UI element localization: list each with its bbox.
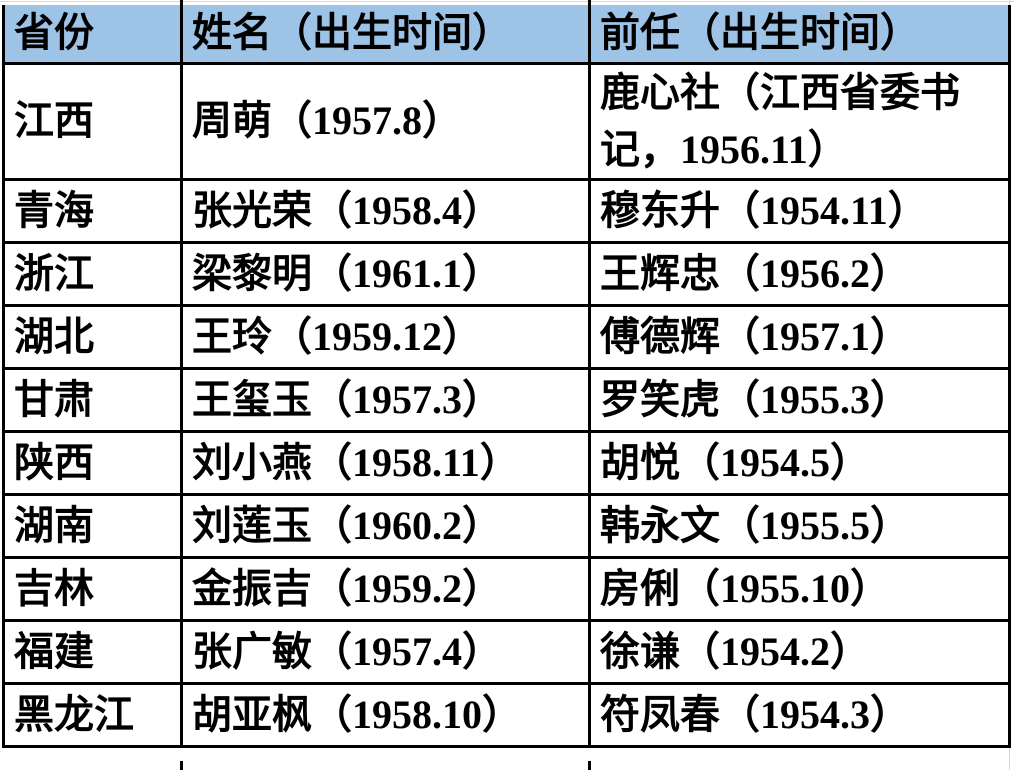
table-row: 青海 张光荣（1958.4） 穆东升（1954.11） bbox=[2, 178, 1011, 245]
province-cell: 湖南 bbox=[2, 493, 183, 560]
incumbent-cell: 王玺玉（1957.3） bbox=[180, 367, 591, 434]
table-row: 福建 张广敏（1957.4） 徐谦（1954.2） bbox=[2, 619, 1011, 686]
table-row: 江西 周萌（1957.8） 鹿心社（江西省委书记，1956.11） bbox=[2, 61, 1011, 182]
table-row: 甘肃 王玺玉（1957.3） 罗笑虎（1955.3） bbox=[2, 367, 1011, 434]
province-cell: 湖北 bbox=[2, 304, 183, 371]
predecessor-cell: 鹿心社（江西省委书记，1956.11） bbox=[588, 61, 1011, 182]
incumbent-cell: 胡亚枫（1958.10） bbox=[180, 682, 591, 749]
province-cell: 青海 bbox=[2, 178, 183, 245]
incumbent-cell: 刘小燕（1958.11） bbox=[180, 430, 591, 497]
incumbent-cell: 梁黎明（1961.1） bbox=[180, 241, 591, 308]
predecessor-cell: 胡悦（1954.5） bbox=[588, 430, 1011, 497]
province-cell: 福建 bbox=[2, 619, 183, 686]
predecessor-cell: 徐谦（1954.2） bbox=[588, 619, 1011, 686]
incumbent-cell: 刘莲玉（1960.2） bbox=[180, 493, 591, 560]
header-predecessor: 前任（出生时间） bbox=[588, 5, 1011, 65]
province-cell: 黑龙江 bbox=[2, 682, 183, 749]
predecessor-cell: 王辉忠（1956.2） bbox=[588, 241, 1011, 308]
province-cell: 江西 bbox=[2, 61, 183, 182]
right-gridline bbox=[1009, 0, 1010, 770]
province-cell: 浙江 bbox=[2, 241, 183, 308]
table-row: 吉林 金振吉（1959.2） 房俐（1955.10） bbox=[2, 556, 1011, 623]
predecessor-cell: 符凤春（1954.3） bbox=[588, 682, 1011, 749]
top-gridline bbox=[0, 1, 1014, 2]
incumbent-cell: 王玲（1959.12） bbox=[180, 304, 591, 371]
column-border-stub bbox=[588, 761, 591, 770]
provincial-officials-table: 省份 姓名（出生时间） 前任（出生时间） 江西 周萌（1957.8） 鹿心社（江西省… bbox=[2, 5, 1011, 749]
column-border-stub bbox=[180, 761, 183, 770]
header-row: 省份 姓名（出生时间） 前任（出生时间） bbox=[2, 5, 1011, 65]
province-cell: 吉林 bbox=[2, 556, 183, 623]
province-cell: 陕西 bbox=[2, 430, 183, 497]
province-cell: 甘肃 bbox=[2, 367, 183, 434]
table-row: 浙江 梁黎明（1961.1） 王辉忠（1956.2） bbox=[2, 241, 1011, 308]
predecessor-cell: 房俐（1955.10） bbox=[588, 556, 1011, 623]
table-row: 湖南 刘莲玉（1960.2） 韩永文（1955.5） bbox=[2, 493, 1011, 560]
incumbent-cell: 张广敏（1957.4） bbox=[180, 619, 591, 686]
incumbent-cell: 金振吉（1959.2） bbox=[180, 556, 591, 623]
predecessor-cell: 傅德辉（1957.1） bbox=[588, 304, 1011, 371]
header-incumbent: 姓名（出生时间） bbox=[180, 5, 591, 65]
table-row: 陕西 刘小燕（1958.11） 胡悦（1954.5） bbox=[2, 430, 1011, 497]
incumbent-cell: 张光荣（1958.4） bbox=[180, 178, 591, 245]
column-border-stub bbox=[588, 0, 591, 6]
column-border-stub bbox=[180, 0, 183, 6]
predecessor-cell: 韩永文（1955.5） bbox=[588, 493, 1011, 560]
predecessor-cell: 穆东升（1954.11） bbox=[588, 178, 1011, 245]
incumbent-cell: 周萌（1957.8） bbox=[180, 61, 591, 182]
table-body: 江西 周萌（1957.8） 鹿心社（江西省委书记，1956.11） 青海 张光荣（195… bbox=[2, 61, 1011, 749]
table-row: 黑龙江 胡亚枫（1958.10） 符凤春（1954.3） bbox=[2, 682, 1011, 749]
header-province: 省份 bbox=[2, 5, 183, 65]
predecessor-cell: 罗笑虎（1955.3） bbox=[588, 367, 1011, 434]
table-row: 湖北 王玲（1959.12） 傅德辉（1957.1） bbox=[2, 304, 1011, 371]
